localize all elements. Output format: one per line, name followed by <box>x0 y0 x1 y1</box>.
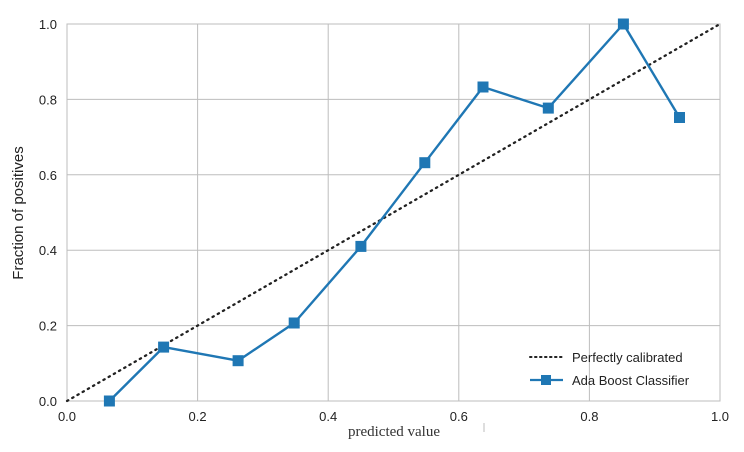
y-tick-label: 0.2 <box>39 319 57 334</box>
legend-marker-ada-boost <box>541 375 551 385</box>
y-tick-label: 1.0 <box>39 17 57 32</box>
x-tick-label: 0.8 <box>580 409 598 424</box>
legend: Perfectly calibrated Ada Boost Classifie… <box>529 350 690 388</box>
data-point-marker <box>355 240 367 252</box>
data-point-marker <box>103 395 115 407</box>
legend-label-perfectly-calibrated: Perfectly calibrated <box>572 350 683 365</box>
tick-labels: 0.0 0.2 0.4 0.6 0.8 1.0 0.0 0.2 0.4 0.6 0.8 1.0 <box>39 17 729 424</box>
y-tick-label: 0.0 <box>39 394 57 409</box>
data-point-marker <box>288 317 300 329</box>
y-axis-label: Fraction of positives <box>10 146 27 279</box>
x-tick-label: 0.0 <box>58 409 76 424</box>
legend-label-ada-boost: Ada Boost Classifier <box>572 373 690 388</box>
data-point-marker <box>674 112 685 123</box>
y-tick-label: 0.6 <box>39 168 57 183</box>
x-tick-label: 0.2 <box>189 409 207 424</box>
series-line-ada-boost <box>108 22 681 402</box>
data-point-marker <box>477 81 489 93</box>
series-line-perfectly-calibrated <box>65 22 722 403</box>
plot-border <box>66 23 721 402</box>
x-tick-label: 1.0 <box>711 409 729 424</box>
y-tick-label: 0.8 <box>39 92 57 107</box>
y-tick-label: 0.4 <box>39 243 57 258</box>
data-point-marker <box>232 355 244 367</box>
series-group <box>65 18 722 407</box>
plot-frame <box>66 23 721 402</box>
data-point-marker <box>617 18 629 30</box>
x-tick-label: 0.6 <box>450 409 468 424</box>
x-axis-label: predicted value <box>348 424 440 440</box>
x-tick-label: 0.4 <box>319 409 337 424</box>
data-point-marker <box>158 341 170 353</box>
data-point-marker <box>419 157 431 169</box>
data-point-marker <box>542 102 554 114</box>
